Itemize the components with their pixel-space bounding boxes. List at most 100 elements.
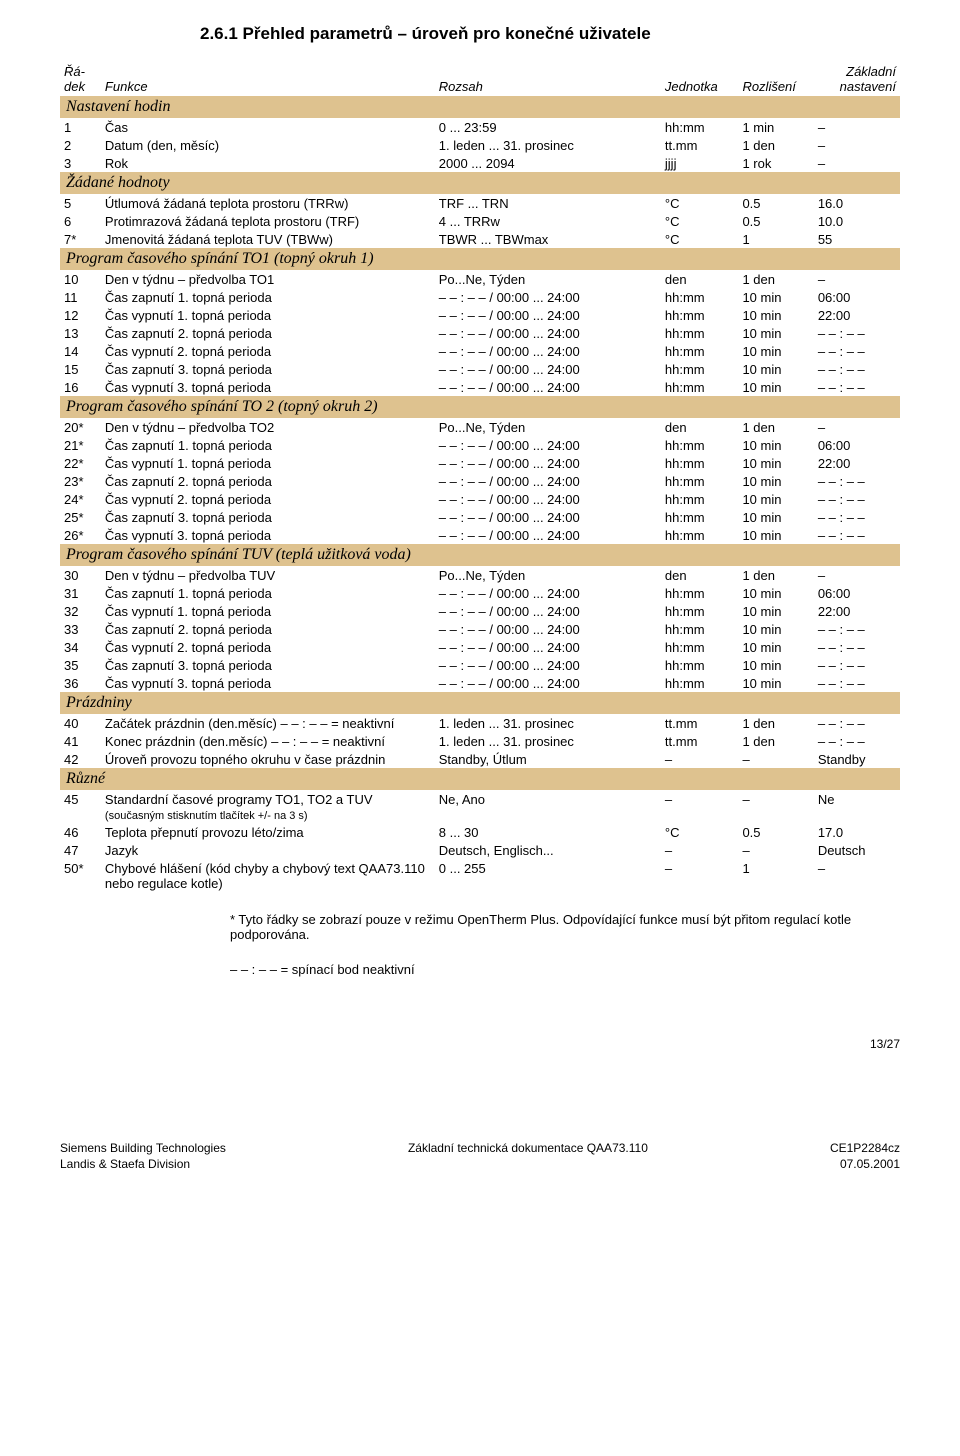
section-title: Program časového spínání TUV (teplá užit… <box>60 544 900 566</box>
cell-num: 26* <box>60 526 101 544</box>
table-row: 13Čas zapnutí 2. topná perioda– – : – – … <box>60 324 900 342</box>
cell-unit <box>661 808 739 823</box>
cell-func: Čas vypnutí 2. topná perioda <box>101 342 435 360</box>
cell-range: 1. leden ... 31. prosinec <box>435 136 661 154</box>
cell-range: Standby, Útlum <box>435 750 661 768</box>
cell-range: 8 ... 30 <box>435 823 661 841</box>
cell-range: – – : – – / 00:00 ... 24:00 <box>435 360 661 378</box>
cell-def: 10.0 <box>814 212 900 230</box>
cell-def: – – : – – <box>814 620 900 638</box>
cell-num: 15 <box>60 360 101 378</box>
cell-num: 41 <box>60 732 101 750</box>
cell-range: Po...Ne, Týden <box>435 270 661 288</box>
table-row: 40Začátek prázdnin (den.měsíc) – – : – –… <box>60 714 900 732</box>
table-head: Řá-dek Funkce Rozsah Jednotka Rozlišení … <box>60 62 900 96</box>
cell-unit: tt.mm <box>661 732 739 750</box>
cell-range: – – : – – / 00:00 ... 24:00 <box>435 656 661 674</box>
cell-unit: hh:mm <box>661 436 739 454</box>
cell-num: 13 <box>60 324 101 342</box>
table-row: 45Standardní časové programy TO1, TO2 a … <box>60 790 900 808</box>
table-row: 3Rok2000 ... 2094jjjj1 rok– <box>60 154 900 172</box>
table-row: 2Datum (den, měsíc)1. leden ... 31. pros… <box>60 136 900 154</box>
cell-range: 0 ... 255 <box>435 859 661 892</box>
section-header-row: Nastavení hodin <box>60 96 900 118</box>
cell-func: Den v týdnu – předvolba TO2 <box>101 418 435 436</box>
cell-func: Jazyk <box>101 841 435 859</box>
table-row: (současným stisknutím tlačítek +/- na 3 … <box>60 808 900 823</box>
cell-func: Jmenovitá žádaná teplota TUV (TBWw) <box>101 230 435 248</box>
cell-num: 7* <box>60 230 101 248</box>
cell-range: Deutsch, Englisch... <box>435 841 661 859</box>
cell-num: 20* <box>60 418 101 436</box>
cell-range: Po...Ne, Týden <box>435 418 661 436</box>
cell-range: 0 ... 23:59 <box>435 118 661 136</box>
cell-func: Čas vypnutí 1. topná perioda <box>101 602 435 620</box>
cell-range: – – : – – / 00:00 ... 24:00 <box>435 324 661 342</box>
table-row: 33Čas zapnutí 2. topná perioda– – : – – … <box>60 620 900 638</box>
cell-num: 34 <box>60 638 101 656</box>
cell-def: Ne <box>814 790 900 808</box>
table-row: 30Den v týdnu – předvolba TUVPo...Ne, Tý… <box>60 566 900 584</box>
cell-def: 22:00 <box>814 454 900 472</box>
cell-res: 10 min <box>738 490 813 508</box>
cell-def: – <box>814 154 900 172</box>
cell-func: Čas zapnutí 2. topná perioda <box>101 472 435 490</box>
cell-res: 10 min <box>738 674 813 692</box>
cell-range: – – : – – / 00:00 ... 24:00 <box>435 602 661 620</box>
section-title: Program časového spínání TO1 (topný okru… <box>60 248 900 270</box>
footer-right: CE1P2284cz 07.05.2001 <box>830 1141 900 1172</box>
cell-func: Čas zapnutí 1. topná perioda <box>101 584 435 602</box>
cell-unit: – <box>661 750 739 768</box>
cell-num: 1 <box>60 118 101 136</box>
footer: Siemens Building Technologies Landis & S… <box>60 1141 900 1192</box>
cell-func: Chybové hlášení (kód chyby a chybový tex… <box>101 859 435 892</box>
cell-range: – – : – – / 00:00 ... 24:00 <box>435 306 661 324</box>
footnote-dash: – – : – – = spínací bod neaktivní <box>230 962 900 977</box>
table-row: 25*Čas zapnutí 3. topná perioda– – : – –… <box>60 508 900 526</box>
cell-res: – <box>738 750 813 768</box>
cell-unit: den <box>661 270 739 288</box>
cell-unit: hh:mm <box>661 620 739 638</box>
cell-unit: hh:mm <box>661 602 739 620</box>
cell-func: Čas <box>101 118 435 136</box>
cell-def: – – : – – <box>814 656 900 674</box>
cell-num: 45 <box>60 790 101 808</box>
table-row: 35Čas zapnutí 3. topná perioda– – : – – … <box>60 656 900 674</box>
cell-num: 2 <box>60 136 101 154</box>
table-row: 20*Den v týdnu – předvolba TO2Po...Ne, T… <box>60 418 900 436</box>
cell-range: – – : – – / 00:00 ... 24:00 <box>435 526 661 544</box>
section-header-row: Program časového spínání TUV (teplá užit… <box>60 544 900 566</box>
heading: 2.6.1 Přehled parametrů – úroveň pro kon… <box>200 24 900 44</box>
cell-num: 16 <box>60 378 101 396</box>
cell-def: – – : – – <box>814 674 900 692</box>
cell-res: 10 min <box>738 324 813 342</box>
cell-def: – – : – – <box>814 378 900 396</box>
cell-unit: hh:mm <box>661 306 739 324</box>
cell-unit: – <box>661 790 739 808</box>
table-row: 42Úroveň provozu topného okruhu v čase p… <box>60 750 900 768</box>
cell-def: – – : – – <box>814 714 900 732</box>
cell-range: – – : – – / 00:00 ... 24:00 <box>435 584 661 602</box>
table-row: 10Den v týdnu – předvolba TO1Po...Ne, Tý… <box>60 270 900 288</box>
cell-range: – – : – – / 00:00 ... 24:00 <box>435 674 661 692</box>
cell-range: 1. leden ... 31. prosinec <box>435 714 661 732</box>
cell-unit: hh:mm <box>661 638 739 656</box>
cell-res: – <box>738 790 813 808</box>
footer-left: Siemens Building Technologies Landis & S… <box>60 1141 226 1172</box>
table-row: 1Čas0 ... 23:59hh:mm1 min– <box>60 118 900 136</box>
section-title: Nastavení hodin <box>60 96 900 118</box>
cell-range: – – : – – / 00:00 ... 24:00 <box>435 620 661 638</box>
cell-func: Začátek prázdnin (den.měsíc) – – : – – =… <box>101 714 435 732</box>
cell-func: Čas zapnutí 3. topná perioda <box>101 508 435 526</box>
cell-def <box>814 808 900 823</box>
footer-left-1: Siemens Building Technologies <box>60 1141 226 1157</box>
cell-func: Čas vypnutí 2. topná perioda <box>101 490 435 508</box>
section-title: Různé <box>60 768 900 790</box>
cell-res: 10 min <box>738 306 813 324</box>
th-def: Základnínastavení <box>814 62 900 96</box>
page: 2.6.1 Přehled parametrů – úroveň pro kon… <box>0 0 960 1212</box>
section-title: Program časového spínání TO 2 (topný okr… <box>60 396 900 418</box>
cell-func: Čas zapnutí 3. topná perioda <box>101 656 435 674</box>
table-row: 6Protimrazová žádaná teplota prostoru (T… <box>60 212 900 230</box>
table-row: 11Čas zapnutí 1. topná perioda– – : – – … <box>60 288 900 306</box>
